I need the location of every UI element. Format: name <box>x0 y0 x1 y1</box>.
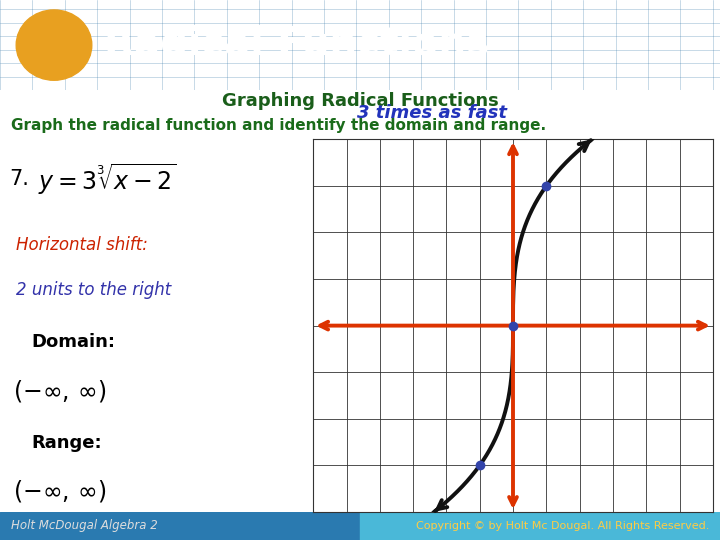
Text: Domain:: Domain: <box>32 333 116 351</box>
Text: $\left(-\infty,\,\infty\right)$: $\left(-\infty,\,\infty\right)$ <box>13 378 106 404</box>
Text: Holt McDougal Algebra 2: Holt McDougal Algebra 2 <box>11 519 158 532</box>
Text: Horizontal shift:: Horizontal shift: <box>16 236 148 254</box>
Text: Range:: Range: <box>32 434 102 451</box>
Text: 3 times as fast: 3 times as fast <box>357 104 507 122</box>
Bar <box>360 512 720 540</box>
Text: Copyright © by Holt Mc Dougal. All Rights Reserved.: Copyright © by Holt Mc Dougal. All Right… <box>416 521 709 531</box>
Text: Graphing Radical Functions: Graphing Radical Functions <box>222 92 498 110</box>
Bar <box>0 512 360 540</box>
Text: Radical Functions: Radical Functions <box>104 24 490 62</box>
Text: 7.: 7. <box>9 169 30 189</box>
Text: $\left(-\infty,\,\infty\right)$: $\left(-\infty,\,\infty\right)$ <box>13 478 106 504</box>
Text: $y = 3\sqrt[3]{x-2}$: $y = 3\sqrt[3]{x-2}$ <box>38 161 177 197</box>
Text: 2 units to the right: 2 units to the right <box>16 281 171 299</box>
Text: Graph the radical function and identify the domain and range.: Graph the radical function and identify … <box>11 118 546 133</box>
Ellipse shape <box>17 10 92 80</box>
